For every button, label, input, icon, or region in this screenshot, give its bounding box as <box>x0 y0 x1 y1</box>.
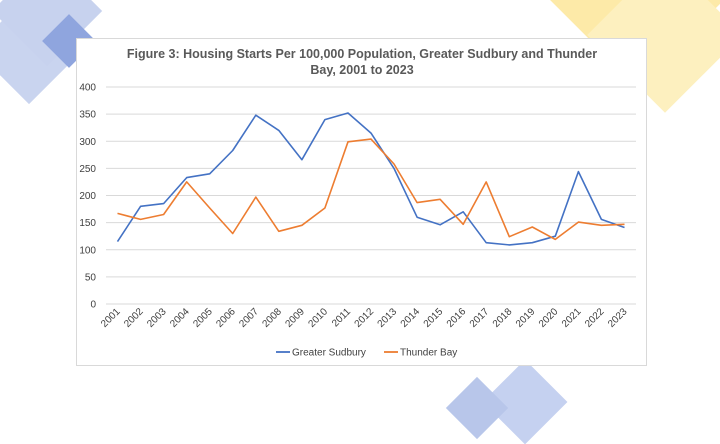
x-tick-label: 2011 <box>330 306 353 329</box>
x-tick-label: 2014 <box>399 306 423 330</box>
x-tick-label: 2005 <box>191 306 215 330</box>
x-tick-label: 2019 <box>514 306 538 330</box>
x-tick-label: 2004 <box>168 306 192 330</box>
x-tick-label: 2002 <box>122 306 146 330</box>
legend-label: Thunder Bay <box>400 348 457 359</box>
chart-title-line-1: Figure 3: Housing Starts Per 100,000 Pop… <box>127 47 597 61</box>
y-tick-label: 50 <box>85 272 97 283</box>
y-tick-label: 100 <box>79 245 96 256</box>
x-tick-label: 2010 <box>307 306 331 330</box>
legend-label: Greater Sudbury <box>292 348 366 359</box>
x-tick-label: 2013 <box>376 306 400 330</box>
y-tick-label: 150 <box>79 218 96 229</box>
x-tick-label: 2020 <box>537 306 561 330</box>
x-tick-label: 2022 <box>583 306 607 330</box>
x-tick-label: 2021 <box>560 306 584 330</box>
x-tick-label: 2017 <box>468 306 492 330</box>
x-tick-label: 2009 <box>283 306 307 330</box>
y-tick-label: 300 <box>79 137 96 148</box>
x-tick-label: 2006 <box>214 306 238 330</box>
y-tick-label: 400 <box>79 83 96 94</box>
y-tick-label: 350 <box>79 110 96 121</box>
chart-title-line-2: Bay, 2001 to 2023 <box>310 63 413 77</box>
series-line-0 <box>118 113 625 245</box>
x-tick-label: 2001 <box>99 306 123 330</box>
x-tick-label: 2015 <box>422 306 446 330</box>
y-axis-ticks: 0 50 100 150 200 250 300 350 400 <box>79 83 96 311</box>
y-tick-label: 250 <box>79 164 96 175</box>
x-tick-label: 2016 <box>445 306 469 330</box>
series-lines <box>117 113 624 245</box>
line-chart: Figure 3: Housing Starts Per 100,000 Pop… <box>0 0 720 405</box>
x-tick-label: 2023 <box>606 306 630 330</box>
y-tick-label: 0 <box>90 300 96 311</box>
legend: Greater Sudbury Thunder Bay <box>276 348 457 359</box>
x-tick-label: 2008 <box>260 306 284 330</box>
y-tick-label: 200 <box>79 191 96 202</box>
x-tick-label: 2007 <box>237 306 261 330</box>
x-tick-label: 2012 <box>353 306 377 330</box>
gridlines <box>106 87 636 304</box>
series-line-1 <box>118 139 625 239</box>
x-tick-label: 2018 <box>491 306 515 330</box>
x-tick-label: 2003 <box>145 306 169 330</box>
